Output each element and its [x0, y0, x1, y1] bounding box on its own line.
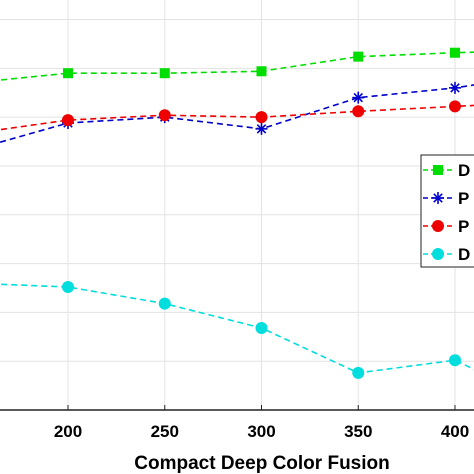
marker-square: [256, 66, 267, 77]
asterisk-stroke: [353, 92, 364, 103]
marker-circle: [449, 354, 461, 367]
x-tick-label: 250: [151, 422, 179, 441]
legend-label: D: [458, 245, 470, 264]
legend-label: P: [458, 189, 469, 208]
legend-label: P: [458, 217, 469, 236]
marker-circle: [352, 366, 365, 379]
legend-entry: D: [423, 161, 470, 180]
marker-asterisk: [432, 192, 444, 204]
marker-asterisk: [352, 91, 365, 104]
marker-asterisk: [449, 81, 461, 94]
marker-square: [159, 68, 170, 79]
legend-label: D: [458, 161, 470, 180]
axes: [0, 405, 474, 411]
asterisk-stroke: [256, 124, 267, 134]
plot-area: [0, 0, 474, 410]
marker-circle: [255, 111, 268, 124]
series-1: [0, 47, 474, 81]
asterisk-stroke: [450, 83, 460, 93]
marker-circle: [158, 297, 171, 310]
x-tick-label: 400: [441, 422, 469, 441]
marker-square: [450, 47, 460, 58]
marker-square: [433, 165, 443, 175]
asterisk-stroke: [433, 193, 443, 203]
marker-circle: [449, 100, 461, 113]
x-axis-label: Compact Deep Color Fusion: [134, 453, 389, 474]
legend-entry: D: [423, 245, 470, 264]
legend-entry: P: [423, 189, 469, 208]
marker-circle: [255, 322, 268, 334]
x-tick-label: 300: [247, 422, 275, 441]
marker-circle: [432, 220, 444, 232]
series-4: [0, 281, 474, 379]
marker-circle: [432, 248, 444, 260]
series-3: [0, 100, 474, 131]
legend-box: [420, 154, 474, 268]
marker-square: [63, 68, 73, 79]
marker-square: [353, 51, 364, 62]
series-layer: [0, 47, 474, 379]
legend-entry: P: [423, 217, 469, 236]
x-tick-labels: 200 250 300 350 400: [54, 422, 469, 441]
marker-circle: [62, 281, 74, 293]
marker-circle: [158, 109, 171, 122]
x-tick-label: 350: [344, 422, 372, 441]
marker-circle: [352, 105, 365, 118]
marker-asterisk: [255, 122, 268, 135]
x-tick-label: 200: [54, 422, 82, 441]
marker-circle: [62, 114, 74, 127]
